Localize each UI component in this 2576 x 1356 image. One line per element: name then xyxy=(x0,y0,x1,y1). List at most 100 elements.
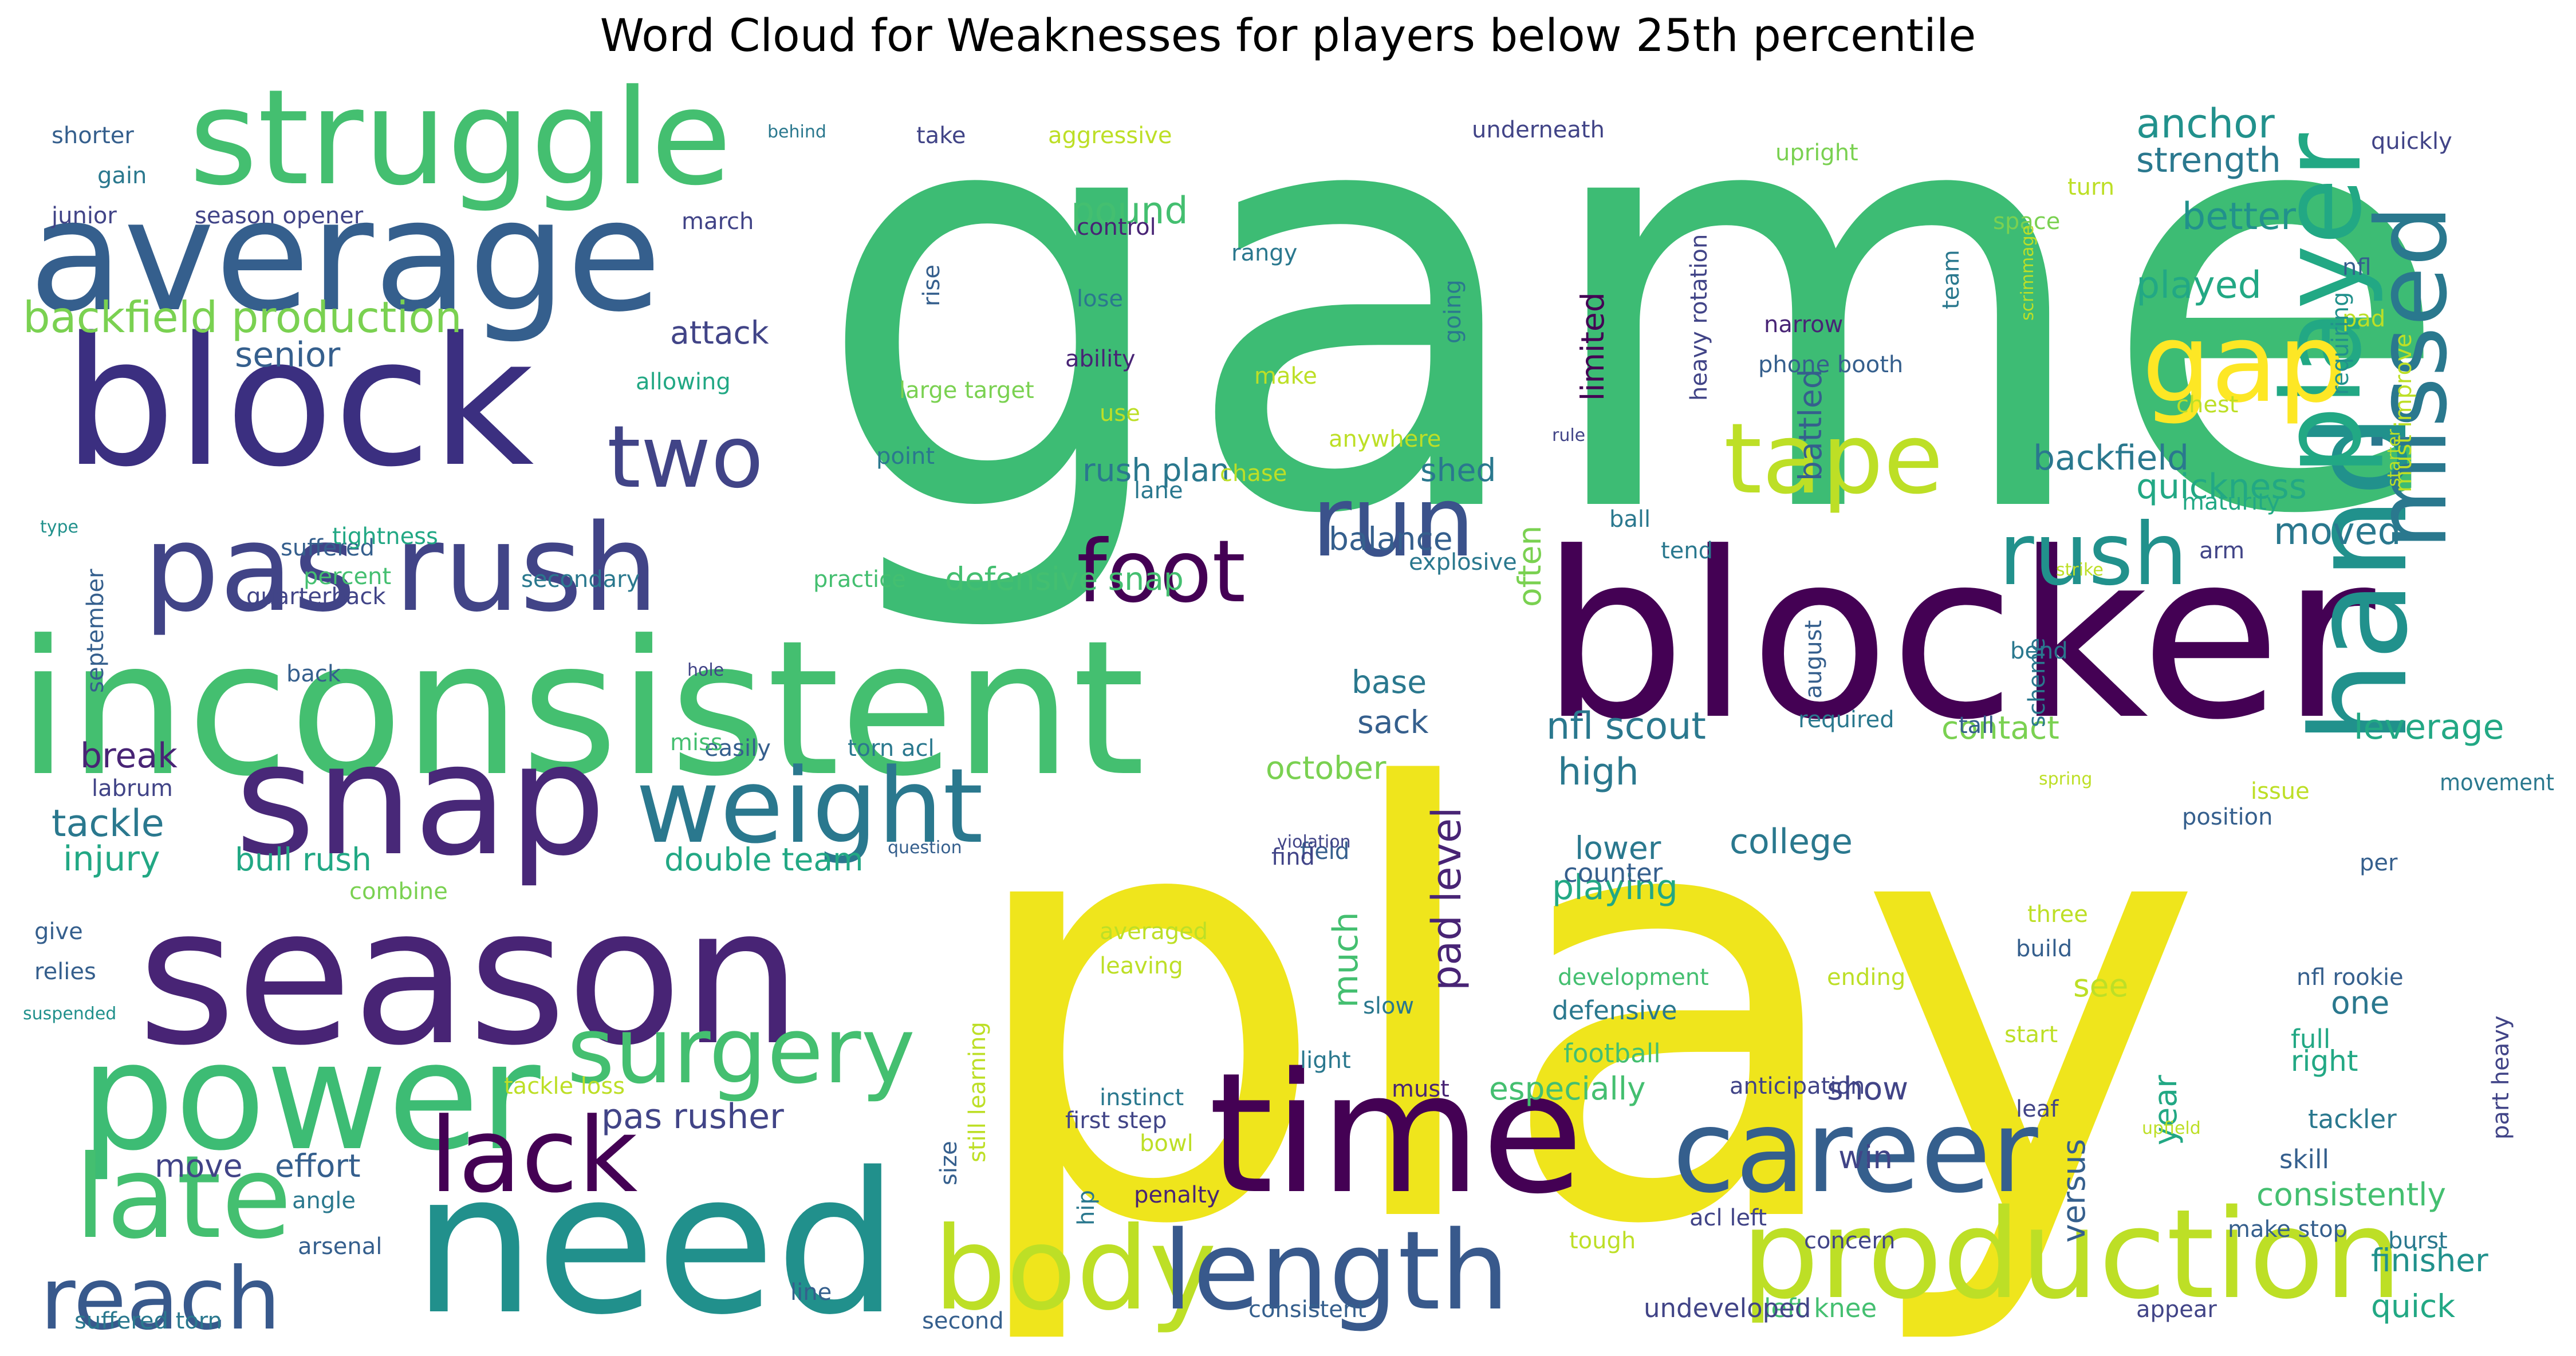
cloud-word-upfield: upfield xyxy=(2142,1118,2201,1138)
cloud-word-inconsistent: inconsistent xyxy=(17,600,1145,817)
cloud-word-arm: arm xyxy=(2199,538,2244,564)
cloud-word-lack: lack xyxy=(430,1096,638,1216)
cloud-word-tend: tend xyxy=(1661,538,1713,564)
cloud-word-college: college xyxy=(1730,822,1853,862)
cloud-word-foot: foot xyxy=(1077,522,1246,622)
cloud-word-rule: rule xyxy=(1552,425,1585,446)
cloud-word-career: career xyxy=(1672,1085,2038,1219)
chart-title: Word Cloud for Weaknesses for players be… xyxy=(600,10,1976,62)
cloud-word-skill: skill xyxy=(2279,1144,2329,1174)
cloud-word-explosive: explosive xyxy=(1409,549,1517,575)
cloud-word-make: make xyxy=(1254,363,1317,389)
cloud-word-played: played xyxy=(2136,264,2262,307)
cloud-word-suffered-torn: suffered torn xyxy=(74,1308,222,1334)
cloud-word-easily: easily xyxy=(704,735,771,762)
cloud-word-practice: practice xyxy=(813,566,906,593)
cloud-word-burst: burst xyxy=(2388,1228,2448,1254)
cloud-word-scheme: scheme xyxy=(2024,638,2050,727)
cloud-word-maturity: maturity xyxy=(2182,489,2280,515)
cloud-word-chase: chase xyxy=(1220,460,1287,487)
cloud-word-must: must xyxy=(1392,1076,1450,1102)
cloud-word-leaving: leaving xyxy=(1100,953,1183,979)
cloud-word-turn: turn xyxy=(2067,174,2114,200)
cloud-word-one: one xyxy=(2331,984,2389,1021)
cloud-word-body: body xyxy=(933,1203,1217,1336)
cloud-word-hip: hip xyxy=(1073,1190,1100,1225)
cloud-word-football: football xyxy=(1563,1038,1661,1069)
cloud-word-battled: battled xyxy=(1792,369,1829,481)
cloud-word-need: need xyxy=(412,1131,899,1339)
cloud-word-underneath: underneath xyxy=(1472,117,1605,143)
cloud-word-win: win xyxy=(1838,1139,1893,1176)
cloud-word-quickness: quickness xyxy=(2136,467,2307,507)
cloud-word-season-opener: season opener xyxy=(195,203,364,229)
cloud-word-point: point xyxy=(876,443,935,470)
cloud-word-bend: bend xyxy=(2010,638,2068,664)
cloud-word-tough: tough xyxy=(1569,1228,1636,1254)
cloud-word-august: august xyxy=(1801,620,1827,699)
cloud-word-leaf: leaf xyxy=(2016,1096,2059,1122)
cloud-word-right: right xyxy=(2291,1044,2358,1078)
cloud-word-type: type xyxy=(40,517,78,537)
cloud-word-shed: shed xyxy=(1420,452,1496,488)
cloud-word-hole: hole xyxy=(687,660,724,680)
cloud-word-appear: appear xyxy=(2136,1296,2217,1323)
cloud-word-moved: moved xyxy=(2274,510,2401,553)
cloud-word-must-improve: must improve xyxy=(2390,334,2417,492)
cloud-word-labrum: labrum xyxy=(92,775,173,802)
cloud-word-behind: behind xyxy=(767,122,826,142)
cloud-word-violation: violation xyxy=(1277,832,1351,852)
cloud-word-game: game xyxy=(813,69,2454,641)
cloud-word-gain: gain xyxy=(97,163,147,189)
cloud-word-suspended: suspended xyxy=(23,1004,116,1024)
cloud-word-finisher: finisher xyxy=(2371,1242,2488,1279)
cloud-word-production: production xyxy=(1741,1182,2402,1326)
cloud-word-pad: pad xyxy=(2342,306,2385,332)
cloud-word-aggressive: aggressive xyxy=(1048,123,1172,149)
cloud-word-ending: ending xyxy=(1827,964,1905,991)
cloud-word-averaged: averaged xyxy=(1100,919,1208,945)
cloud-word-build: build xyxy=(2016,936,2072,962)
cloud-word-senior: senior xyxy=(235,335,341,375)
cloud-word-show: show xyxy=(1827,1070,1908,1107)
cloud-word-arsenal: arsenal xyxy=(298,1233,382,1260)
cloud-word-penalty: penalty xyxy=(1134,1182,1220,1208)
cloud-word-junior: junior xyxy=(51,203,117,229)
cloud-word-three: three xyxy=(2027,901,2088,928)
cloud-word-control: control xyxy=(1077,214,1156,241)
cloud-word-narrow: narrow xyxy=(1764,312,1843,338)
cloud-word-often: often xyxy=(1511,526,1548,607)
cloud-word-going: going xyxy=(1440,279,1466,344)
cloud-word-rush: rush xyxy=(1999,505,2188,605)
cloud-word-october: october xyxy=(1266,750,1387,786)
word-cloud: game play blocker inconsistent season need tim… xyxy=(17,69,2559,1339)
cloud-word-counter: counter xyxy=(1563,858,1663,888)
cloud-word-hand: hand xyxy=(2284,413,2437,744)
cloud-word-quickly: quickly xyxy=(2371,128,2452,155)
cloud-word-tall: tall xyxy=(1959,712,1994,739)
cloud-word-acl-left: acl left xyxy=(1689,1205,1767,1231)
cloud-word-concern: concern xyxy=(1804,1228,1896,1254)
cloud-word-high: high xyxy=(1558,751,1639,794)
cloud-word-surgery: surgery xyxy=(567,997,915,1104)
cloud-word-movement: movement xyxy=(2440,770,2554,796)
cloud-word-move: move xyxy=(155,1148,243,1184)
cloud-word-two: two xyxy=(607,408,763,507)
cloud-word-torn-acl: torn acl xyxy=(848,735,935,762)
cloud-word-light: light xyxy=(1300,1047,1351,1074)
cloud-word-bowl: bowl xyxy=(1140,1130,1194,1157)
cloud-word-much: much xyxy=(1326,912,1366,1008)
cloud-word-ability: ability xyxy=(1065,346,1136,372)
cloud-word-missed: missed xyxy=(2356,205,2469,550)
cloud-word-limited: limited xyxy=(1574,292,1611,401)
cloud-word-average: average xyxy=(29,165,661,346)
cloud-word-backfield-production: backfield production xyxy=(23,292,462,342)
cloud-word-player: player xyxy=(2259,133,2385,475)
cloud-word-left-knee: left knee xyxy=(1764,1293,1877,1323)
cloud-word-line: line xyxy=(790,1279,832,1306)
cloud-word-march: march xyxy=(682,208,754,235)
cloud-word-quick: quick xyxy=(2371,1288,2455,1325)
cloud-word-use: use xyxy=(1100,400,1140,427)
cloud-word-lane: lane xyxy=(1134,478,1183,504)
cloud-word-nfl-scout: nfl scout xyxy=(1546,705,1706,748)
